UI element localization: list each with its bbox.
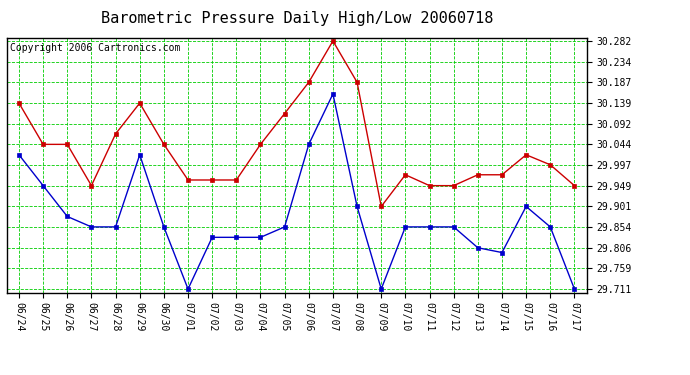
Text: Copyright 2006 Cartronics.com: Copyright 2006 Cartronics.com [10,43,180,52]
Text: Barometric Pressure Daily High/Low 20060718: Barometric Pressure Daily High/Low 20060… [101,11,493,26]
